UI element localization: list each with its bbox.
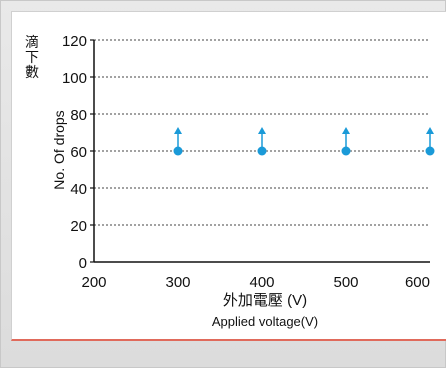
x-tick-label: 300	[165, 274, 190, 291]
point-arrow-head	[174, 127, 182, 134]
data-point	[425, 127, 435, 156]
y-tick-label: 20	[70, 218, 87, 235]
y-tick-label: 40	[70, 181, 87, 198]
data-point	[173, 127, 183, 156]
point-marker	[173, 146, 183, 156]
x-tick-label: 400	[249, 274, 274, 291]
y-tick-label: 100	[62, 70, 87, 87]
data-point	[257, 127, 267, 156]
x-tick-label: 500	[333, 274, 358, 291]
y-axis-label-en: No. Of drops	[51, 110, 67, 189]
y-tick-label: 60	[70, 144, 87, 161]
data-points	[173, 127, 435, 156]
point-marker	[425, 146, 435, 156]
data-point	[341, 127, 351, 156]
y-tick-label: 0	[79, 255, 87, 272]
grid-lines	[94, 39, 430, 226]
x-axis-label-en: Applied voltage(V)	[212, 314, 318, 329]
point-marker	[341, 146, 351, 156]
x-axis-label-cn: 外加電壓 (V)	[223, 292, 307, 309]
point-arrow-head	[426, 127, 434, 134]
x-tick-label: 600	[405, 274, 430, 291]
y-tick-label: 80	[70, 107, 87, 124]
y-tick-label: 120	[62, 33, 87, 50]
chart-panel	[11, 11, 446, 341]
x-tick-label: 200	[81, 274, 106, 291]
point-arrow-head	[258, 127, 266, 134]
point-arrow-head	[342, 127, 350, 134]
x-tick-labels: 200 300 400 500 600	[81, 274, 430, 291]
y-tick-labels: 0 20 40 60 80 100 120	[62, 33, 94, 272]
point-marker	[257, 146, 267, 156]
y-axis-label-cn: 滴下數	[25, 34, 39, 80]
